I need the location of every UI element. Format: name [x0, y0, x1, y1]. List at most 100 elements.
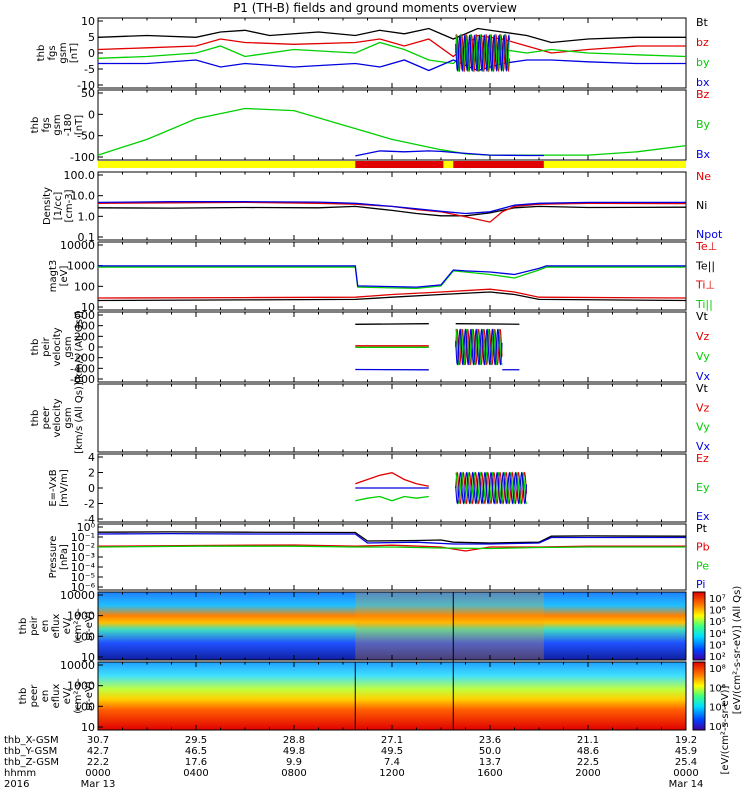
panel-efield-ytick-label-0: 4 — [88, 451, 95, 464]
panel-vel_i-ytick-label-6: -600 — [70, 373, 95, 386]
time-axis-row-name-0: thb_X-GSM — [4, 735, 59, 746]
colorbar-electron — [692, 661, 706, 731]
panel-fgs-ytick-label-1: 5 — [88, 31, 95, 44]
panel-vel_i-ylabel-2: velocity — [52, 327, 63, 366]
panel-temp-ytick-label-3: 10 — [81, 301, 95, 314]
time-axis-thb_Z-GSM-label-3: 7.4 — [384, 757, 400, 768]
panel-spec_i-ylabel-3: eflux — [51, 614, 62, 639]
panel-efield-legend-2: Ex — [696, 510, 710, 523]
panel-vel_e-ylabel-4: [km/s (All Qs)] — [74, 382, 85, 454]
panel-spec_i-ylabel-4: eV/ — [62, 617, 73, 634]
time-axis-thb_Z-GSM-label-0: 22.2 — [87, 757, 109, 768]
oscillation-vel_i-vt — [455, 323, 520, 325]
series-fgs-0 — [97, 27, 686, 44]
panel-pressure-legend-1: Pb — [696, 541, 710, 554]
panel-fgs180-legend-0: Bz — [696, 88, 710, 101]
panel-density-ylabel-2: [cm-3] — [64, 189, 75, 222]
time-axis-thb_X-GSM-label-6: 19.2 — [675, 735, 697, 746]
panel-vel_i-legend-3: Vx — [696, 370, 711, 383]
panel-spec_i-ylabel-1: peir — [29, 615, 40, 635]
panel-fgs-legend-1: bz — [696, 36, 709, 49]
series-temp-1 — [98, 265, 686, 288]
panel-fgs180-legend-1: By — [696, 118, 711, 131]
time-axis-hhmm-label-4: 1600 — [477, 768, 502, 779]
panel-fgs-ytick-label-0: 10 — [81, 15, 95, 28]
time-axis-thb_Y-GSM-label-5: 48.6 — [577, 746, 599, 757]
panel-vel_i-ytick-label-2: 200 — [74, 330, 95, 343]
colorbar-ion-tick-1: 10⁶ — [709, 606, 726, 617]
panel-fgs180-ytick-label-2: -50 — [77, 130, 95, 143]
series-pressure-3 — [97, 545, 686, 550]
panel-temp-ylabel-0: magt3 — [48, 260, 59, 293]
panel-spec_e-ylabel-2: en — [40, 690, 51, 703]
panel-density-legend-2: Npot — [696, 228, 723, 241]
time-axis-thb_X-GSM-label-4: 23.6 — [479, 735, 501, 746]
panel-vel_e-legend-3: Vx — [696, 440, 711, 453]
time-axis-row-name-2: thb_Z-GSM — [4, 757, 59, 768]
series-vel_i-0 — [355, 323, 429, 325]
panel-spec_i-ylabel-6: sr-eV) — [84, 611, 95, 640]
panel-fgs180-ylabel-1: fgs — [41, 117, 52, 132]
time-axis-thb_X-GSM-label-5: 21.1 — [577, 735, 599, 746]
panel-pressure-ytick-label-2: 10⁻² — [71, 541, 95, 554]
panel-temp-ylabel-1: [eV] — [59, 266, 70, 287]
series-fgs-3 — [98, 59, 686, 72]
panel-fgs180-ylabel-4: [nT] — [74, 115, 85, 135]
panel-fgs180-ytick-label-3: -100 — [70, 151, 95, 164]
panel-fgs-ytick-label-2: 0 — [88, 47, 95, 60]
panel-density-legend-1: Ni — [696, 199, 707, 212]
panel-fgs180-legend-2: Bx — [696, 148, 711, 161]
time-axis-date-0: Mar 13 — [81, 779, 116, 790]
time-axis-thb_X-GSM-label-2: 28.8 — [283, 735, 305, 746]
time-axis-thb_Y-GSM-label-4: 50.0 — [479, 746, 501, 757]
time-axis-thb_Y-GSM-label-0: 42.7 — [87, 746, 109, 757]
panel-spec_i-ylabel-2: en — [40, 620, 51, 633]
panel-spec_e-ytick-label-3: 10 — [81, 721, 95, 734]
panel-vel_e-ylabel-0: thb — [30, 410, 41, 427]
panel-fgs-ytick-label-3: -5 — [84, 63, 95, 76]
spectrogram-ion-image — [98, 592, 686, 660]
panel-efield-ylabel-0: E=-VxB — [48, 469, 59, 506]
panel-density-ytick-label-0: 100.0 — [64, 169, 96, 182]
series-density-2 — [97, 201, 686, 215]
panel-spec_i-ytick-label-1: 1000 — [67, 610, 95, 623]
panel-pressure-ytick-label-1: 10⁻¹ — [71, 531, 95, 544]
colorbar-electron-tick-0: 10⁸ — [709, 664, 726, 675]
panel-vel_i-ylabel-0: thb — [30, 339, 41, 356]
panel-spec_e-ytick-label-0: 10000 — [60, 659, 95, 672]
panel-vel_i-ylabel-1: peir — [41, 336, 52, 356]
panel-fgs-ylabel-2: gsm — [58, 42, 69, 63]
time-axis-date-6: Mar 14 — [669, 779, 704, 790]
panel-temp-legend-0: Te⊥ — [695, 240, 717, 253]
region-bar-segment-3 — [453, 161, 544, 168]
series-layer — [97, 27, 687, 552]
time-axis-thb_Z-GSM-label-2: 9.9 — [286, 757, 302, 768]
panel-density-ylabel-0: Density — [42, 187, 53, 225]
panel-spec_e-ylabel-0: thb — [18, 688, 29, 705]
panel-pressure-ylabel-1: [nPa] — [59, 544, 70, 570]
colorbar-ion-label: [eV/(cm²-s-sr-eV)] (All Qs) — [732, 586, 743, 715]
panel-vel_i-legend-2: Vy — [696, 350, 710, 363]
panel-density-ylabel-1: [1/cc] — [53, 192, 64, 221]
time-axis-hhmm-label-6: 0000 — [673, 768, 698, 779]
time-axis-row-name-1: thb_Y-GSM — [4, 746, 57, 757]
panel-density-ytick-label-3: 0.1 — [78, 231, 96, 244]
colorbar-electron-label: [eV/(cm²-s-sr-eV)] — [720, 685, 731, 774]
time-axis-thb_Y-GSM-label-3: 49.5 — [381, 746, 403, 757]
series-efield-1 — [355, 495, 429, 502]
panel-fgs180-ylabel-2: gsm — [52, 114, 63, 135]
panel-pressure-legend-3: Pi — [696, 578, 705, 591]
time-axis-year: 2016 — [4, 779, 29, 790]
series-temp-2 — [97, 288, 687, 299]
panels-layer — [97, 17, 706, 731]
colorbar-electron-tick-3: 10² — [709, 722, 726, 733]
spectrogram-ion-highlight — [355, 592, 544, 660]
panel-temp-ytick-label-0: 10000 — [60, 239, 95, 252]
panel-spec_i-ylabel-5: (cm²-s- — [73, 608, 84, 644]
panel-efield-legend-0: Ez — [696, 452, 709, 465]
panel-fgs-legend-0: Bt — [696, 16, 709, 29]
panel-pressure-ytick-label-4: 10⁻⁴ — [71, 561, 96, 574]
panel-fgs-legend-2: by — [696, 56, 710, 69]
panel-spec_i-ylabel-0: thb — [18, 618, 29, 635]
